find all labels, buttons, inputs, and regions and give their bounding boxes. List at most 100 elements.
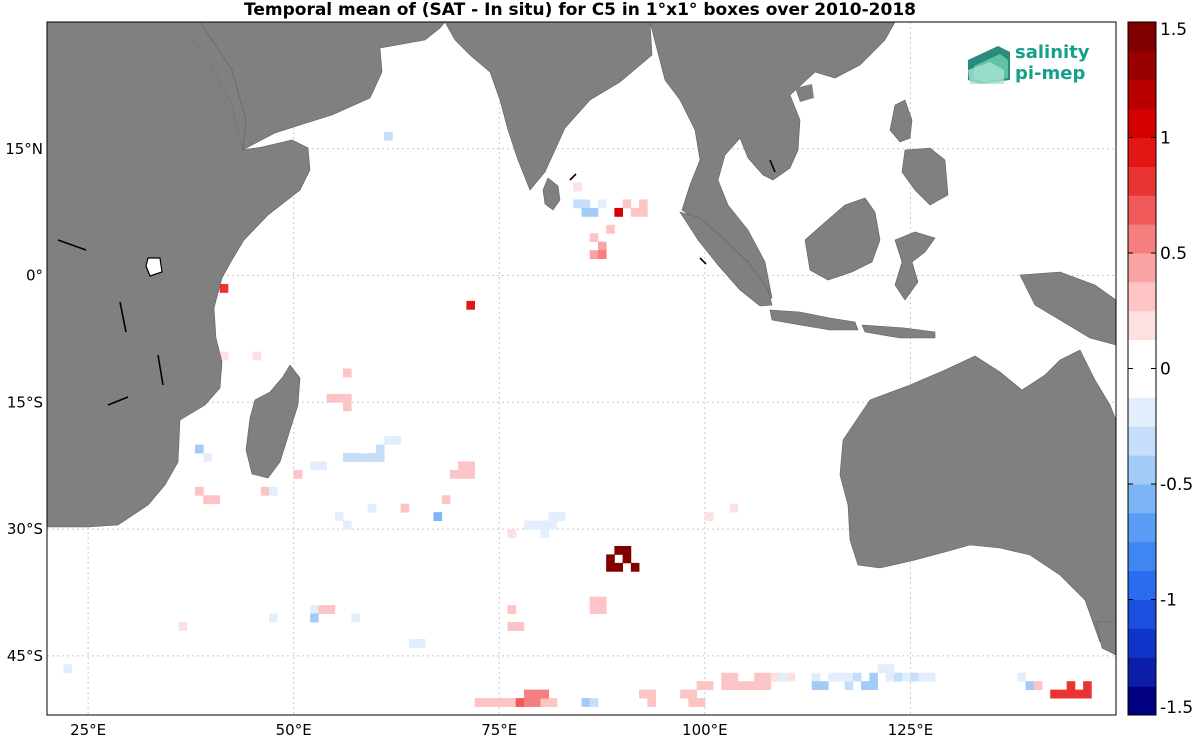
anomaly-cell [713,545,722,555]
anomaly-cell [63,664,73,674]
anomaly-cell [589,207,599,217]
anomaly-cell [195,444,204,454]
figure-title: Temporal mean of (SAT - In situ) for C5 … [244,0,916,20]
anomaly-cell [1074,689,1084,699]
logo-line-1: salinity [1015,42,1090,63]
colorbar-segment [1128,426,1156,456]
lat-tick-label: 45°S [7,647,43,665]
anomaly-cell [523,689,533,699]
colorbar-segment [1128,166,1156,196]
lon-tick-label: 75°E [481,721,517,739]
logo-wave-icon [968,46,1010,84]
anomaly-cell [548,698,558,707]
anomaly-cell [367,453,377,462]
anomaly-cell [359,453,369,462]
anomaly-cell [466,469,475,479]
anomaly-cell [926,672,936,682]
land-sri-lanka [542,177,561,211]
anomaly-cell [532,689,541,699]
anomaly-cell [581,698,591,707]
anomaly-cell [334,512,344,522]
pimep-logo: salinity pi-mep [968,42,1090,84]
anomaly-cell [844,681,854,691]
anomaly-cell [260,486,270,496]
colorbar-tick-label: 1.5 [1160,20,1187,40]
colorbar-segment [1128,628,1156,658]
lat-tick-label: 0° [26,267,43,285]
anomaly-cell [828,672,837,682]
land-india [444,21,653,191]
anomaly-cell [195,486,204,496]
anomaly-cell [589,698,599,707]
anomaly-cell [704,512,714,522]
coast-rift-1 [57,239,87,251]
anomaly-cell [1083,681,1092,691]
anomaly-cell [540,698,550,707]
colorbar-segment [1128,310,1156,341]
anomaly-cell [589,596,599,606]
colorbar-segment [1128,541,1156,572]
anomaly-cell [326,393,336,403]
anomaly-cell [523,520,533,530]
anomaly-cell [449,469,459,479]
anomaly-cell [721,672,730,682]
anomaly-cell [1017,672,1026,682]
anomaly-cell [310,605,319,614]
anomaly-cell [474,698,484,707]
coast-lake-victoria [145,257,163,277]
colorbar-segment [1128,368,1156,398]
anomaly-cell [573,182,582,192]
colorbar-segment [1128,339,1156,369]
anomaly-cell [269,613,278,623]
anomaly-cell [737,681,747,691]
coast-rift-2 [107,396,129,406]
anomaly-cell [597,199,607,209]
anomaly-cell [219,283,229,293]
land-lesser-sunda [861,324,936,339]
anomaly-cell [606,554,615,564]
anomaly-cell [482,698,492,707]
map-frame [46,21,1117,716]
anomaly-cell [597,596,607,606]
colorbar-segment [1128,50,1156,81]
anomaly-cell [918,672,928,682]
anomaly-cell [351,613,360,623]
anomaly-cell [458,469,467,479]
land-java [769,309,859,331]
anomaly-cell [639,199,648,209]
map-axis-labels: 25°E 50°E 75°E 100°E 125°E 15°N 0° 15°S 30°S 45°S [5,140,933,739]
anomaly-cell [433,512,443,522]
anomaly-cell [548,512,558,522]
lon-tick-label: 50°E [276,721,312,739]
anomaly-cell [688,698,698,707]
colorbar-tick-label: 1 [1160,129,1171,149]
colorbar-segment [1128,79,1156,110]
coast-lake-malawi [157,354,164,386]
anomaly-cell [441,495,451,505]
colorbar-segment [1128,137,1156,167]
anomaly-cell [343,393,352,403]
anomaly-cell [318,461,327,471]
land-africa [46,21,311,528]
anomaly-cell [343,368,352,378]
anomaly-cell [729,503,739,513]
anomaly-cell [729,672,739,682]
anomaly-cell [795,672,804,682]
anomaly-cell [301,368,311,378]
colorbar-segment [1128,455,1156,485]
anomaly-cell [507,529,517,538]
anomaly-cell [523,698,533,707]
land-borneo [804,197,881,281]
anomaly-cell [639,207,648,217]
colorbar: 1.5 1 0.5 0 -0.5 -1 -1.5 [1127,20,1193,718]
anomaly-cell [606,562,615,572]
anomaly-cell [745,681,755,691]
colorbar-tick-label: 0 [1160,360,1171,380]
coast-mid-2 [769,159,776,173]
anomaly-cell [178,622,188,631]
colorbar-segment [1128,686,1156,716]
anomaly-cell [597,250,607,260]
anomaly-cell [359,537,369,547]
anomaly-cell [408,638,418,648]
